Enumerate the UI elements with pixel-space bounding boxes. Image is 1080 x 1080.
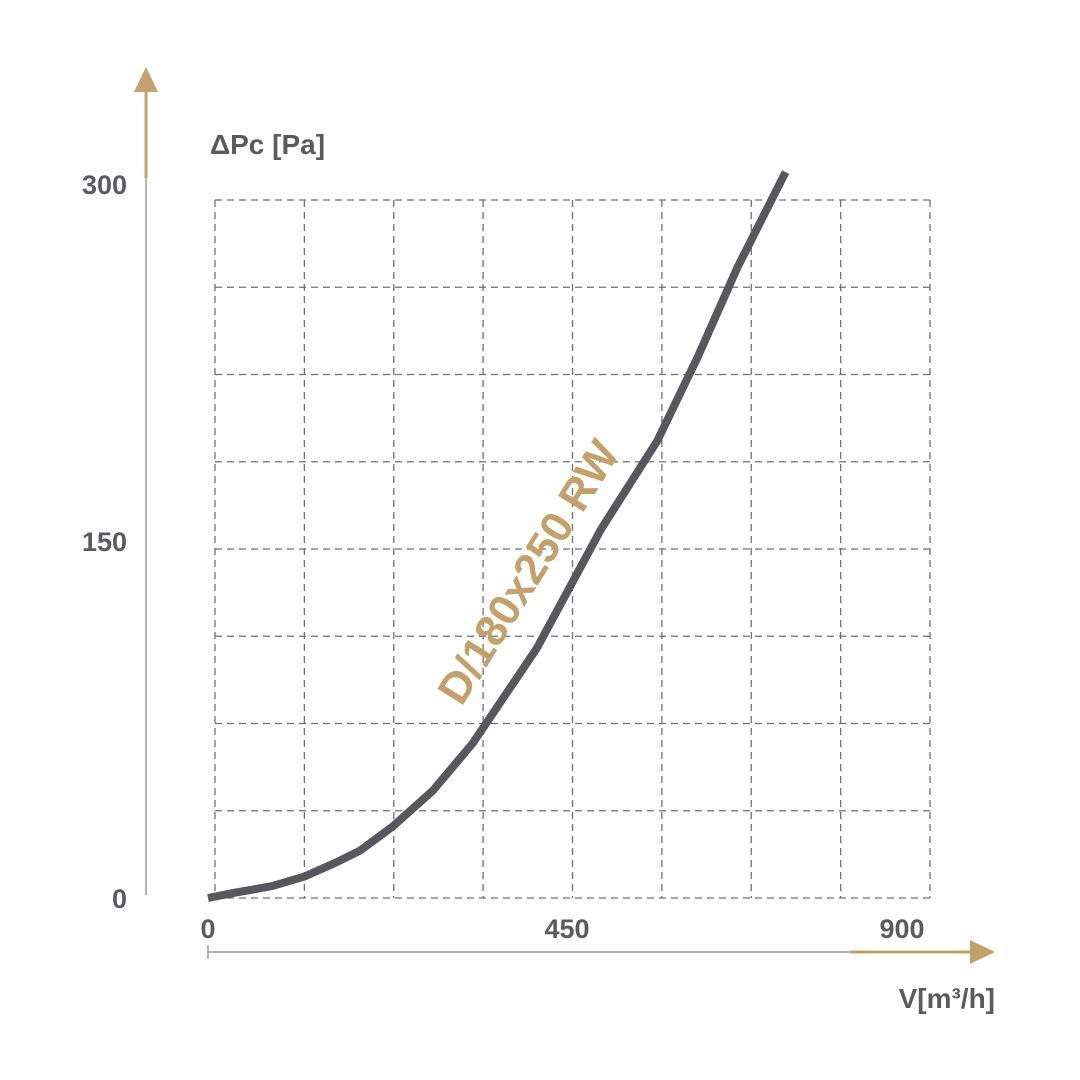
series-name-label: D/180x250 RW [428, 432, 629, 713]
y-tick-label: 300 [82, 170, 127, 200]
y-tick-label: 150 [82, 527, 127, 557]
y-axis-arrow-icon [134, 67, 158, 92]
x-tick-label: 450 [544, 914, 589, 944]
x-tick-label: 900 [879, 914, 924, 944]
series-line [207, 170, 790, 902]
y-tick-label: 0 [112, 884, 127, 914]
series-layer: D/180x250 RW [207, 170, 790, 902]
chart-grid [214, 199, 931, 899]
y-axis-title: ΔPc [Pa] [210, 129, 325, 160]
tick-labels: 0 150 300 0 450 900 [82, 170, 925, 944]
x-axis-arrow-icon [970, 940, 995, 964]
x-tick-label: 0 [200, 914, 215, 944]
x-axis-title: V[m³/h] [899, 983, 995, 1014]
